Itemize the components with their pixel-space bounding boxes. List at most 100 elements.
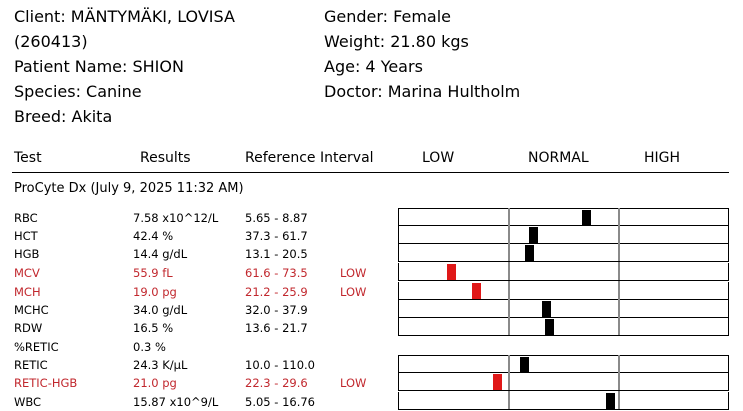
range-bar xyxy=(398,243,729,262)
range-bar xyxy=(398,225,729,244)
reference-range: 13.6 - 21.7 xyxy=(245,321,308,335)
zone-divider xyxy=(508,317,510,335)
normal-marker xyxy=(520,357,530,373)
normal-marker xyxy=(544,319,554,335)
column-high: HIGH xyxy=(644,150,681,166)
flag-label: LOW xyxy=(340,376,367,390)
normal-marker xyxy=(606,393,616,409)
patient-details: Gender: Female Weight: 21.80 kgs Age: 4 … xyxy=(324,4,520,104)
result-row: %RETIC 0.3 % xyxy=(0,337,743,355)
zone-divider xyxy=(618,243,620,261)
reference-range: 21.2 - 25.9 xyxy=(245,285,308,299)
result-value: 16.5 % xyxy=(133,321,174,335)
result-row: MCHC 34.0 g/dL 32.0 - 37.9 xyxy=(0,299,743,318)
zone-divider xyxy=(508,391,510,409)
range-bar xyxy=(398,281,729,300)
result-value: 55.9 fL xyxy=(133,266,173,280)
client-info: Client: MÄNTYMÄKI, LOVISA (260413) Patie… xyxy=(14,4,235,129)
column-normal: NORMAL xyxy=(528,150,589,166)
test-name: HCT xyxy=(14,229,38,243)
result-value: 24.3 K/µL xyxy=(133,358,188,372)
result-row: MCV 55.9 fL 61.6 - 73.5 LOW xyxy=(0,262,743,281)
result-value: 21.0 pg xyxy=(133,376,177,390)
range-bar xyxy=(398,355,729,373)
column-results: Results xyxy=(140,150,191,166)
range-bar xyxy=(398,317,729,336)
section-title: ProCyte Dx (July 9, 2025 11:32 AM) xyxy=(14,181,244,196)
result-value: 7.58 x10^12/L xyxy=(133,211,219,225)
zone-divider xyxy=(618,317,620,335)
range-bar xyxy=(398,262,729,281)
range-bar xyxy=(398,299,729,318)
reference-range: 22.3 - 29.6 xyxy=(245,376,308,390)
age: Age: 4 Years xyxy=(324,57,423,76)
zone-divider xyxy=(508,243,510,261)
zone-divider xyxy=(618,208,620,225)
test-name: RETIC-HGB xyxy=(14,376,78,390)
zone-divider xyxy=(508,372,510,390)
zone-divider xyxy=(618,299,620,317)
result-row: WBC 15.87 x10^9/L 5.05 - 16.76 xyxy=(0,391,743,410)
result-value: 34.0 g/dL xyxy=(133,303,188,317)
range-bar xyxy=(398,391,729,410)
flag-label: LOW xyxy=(340,285,367,299)
zone-divider xyxy=(618,372,620,390)
low-marker xyxy=(472,283,481,299)
zone-divider xyxy=(508,208,510,225)
test-name: %RETIC xyxy=(14,340,59,354)
result-value: 42.4 % xyxy=(133,229,174,243)
low-marker xyxy=(446,264,456,280)
result-row: RETIC 24.3 K/µL 10.0 - 110.0 xyxy=(0,355,743,373)
zone-divider xyxy=(618,355,620,372)
result-row: MCH 19.0 pg 21.2 - 25.9 LOW xyxy=(0,281,743,300)
test-name: HGB xyxy=(14,247,40,261)
zone-divider xyxy=(618,225,620,243)
zone-divider xyxy=(508,262,510,280)
reference-range: 5.05 - 16.76 xyxy=(245,395,315,409)
result-value: 15.87 x10^9/L xyxy=(133,395,219,409)
result-row: RBC 7.58 x10^12/L 5.65 - 8.87 xyxy=(0,208,743,226)
normal-marker xyxy=(582,210,591,226)
test-name: RDW xyxy=(14,321,43,335)
test-name: WBC xyxy=(14,395,42,409)
reference-range: 13.1 - 20.5 xyxy=(245,247,308,261)
low-marker xyxy=(492,374,502,390)
patient-name: Patient Name: SHION xyxy=(14,57,184,76)
column-reference: Reference Interval xyxy=(245,150,374,166)
normal-marker xyxy=(524,245,534,261)
reference-range: 37.3 - 61.7 xyxy=(245,229,308,243)
zone-divider xyxy=(618,262,620,280)
result-row: RETIC-HGB 21.0 pg 22.3 - 29.6 LOW xyxy=(0,372,743,391)
result-row: RDW 16.5 % 13.6 - 21.7 xyxy=(0,317,743,336)
result-value: 19.0 pg xyxy=(133,285,177,299)
client-name: Client: MÄNTYMÄKI, LOVISA xyxy=(14,7,235,26)
doctor: Doctor: Marina Hultholm xyxy=(324,82,521,101)
result-value: 14.4 g/dL xyxy=(133,247,188,261)
reference-range: 10.0 - 110.0 xyxy=(245,358,315,372)
result-row: HCT 42.4 % 37.3 - 61.7 xyxy=(0,225,743,244)
result-row: HGB 14.4 g/dL 13.1 - 20.5 xyxy=(0,243,743,262)
breed: Breed: Akita xyxy=(14,107,113,126)
test-name: MCV xyxy=(14,266,40,280)
gender: Gender: Female xyxy=(324,7,452,26)
column-test: Test xyxy=(14,150,42,166)
range-bar xyxy=(398,208,729,226)
zone-divider xyxy=(508,355,510,372)
zone-divider xyxy=(618,281,620,299)
client-id: (260413) xyxy=(14,32,88,51)
test-name: RBC xyxy=(14,211,38,225)
zone-divider xyxy=(508,225,510,243)
reference-range: 61.6 - 73.5 xyxy=(245,266,308,280)
reference-range: 32.0 - 37.9 xyxy=(245,303,308,317)
test-name: MCHC xyxy=(14,303,49,317)
weight: Weight: 21.80 kgs xyxy=(324,32,469,51)
normal-marker xyxy=(529,227,539,243)
zone-divider xyxy=(618,391,620,409)
result-value: 0.3 % xyxy=(133,340,166,354)
zone-divider xyxy=(508,281,510,299)
range-bar xyxy=(398,372,729,391)
normal-marker xyxy=(542,301,552,317)
flag-label: LOW xyxy=(340,266,367,280)
test-name: MCH xyxy=(14,285,41,299)
zone-divider xyxy=(508,299,510,317)
